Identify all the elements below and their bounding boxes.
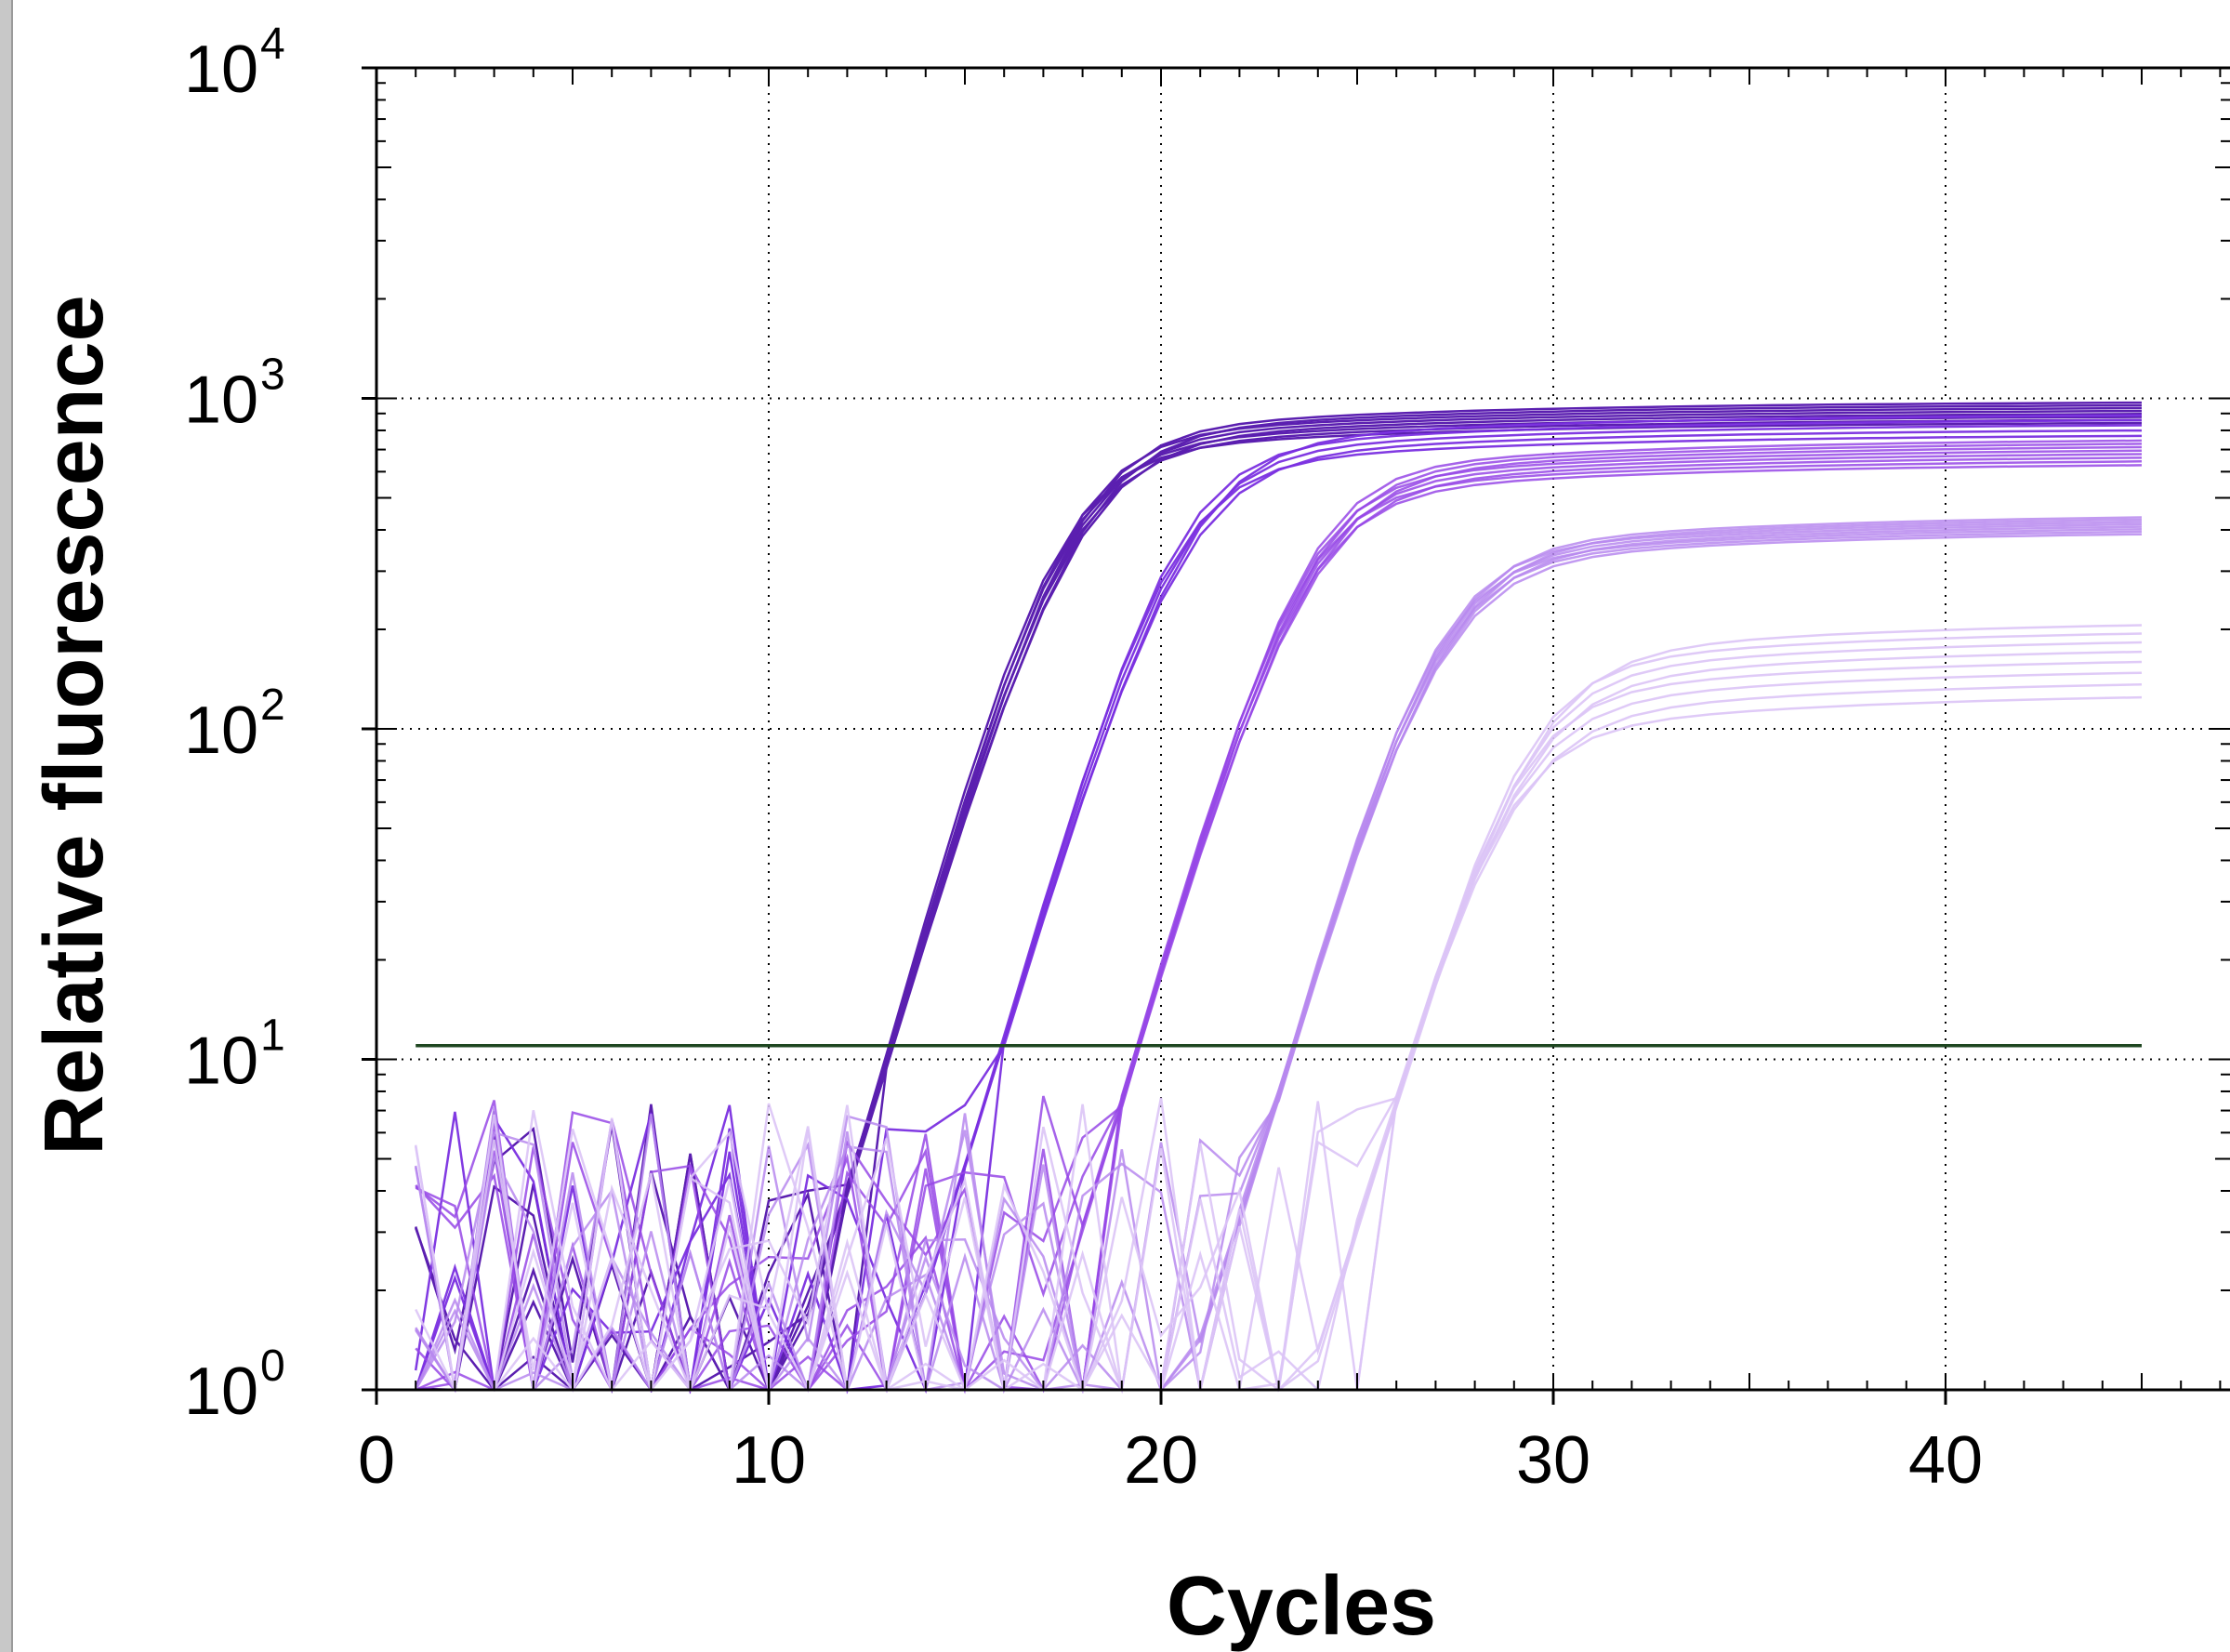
y-tick-label: 10	[184, 1355, 258, 1429]
amplification-curve	[416, 641, 2143, 1392]
amplification-curve	[414, 660, 2143, 1393]
y-tick-label: 10	[184, 363, 258, 438]
amplification-curve	[415, 406, 2143, 1392]
y-tick-exponent: 0	[260, 1341, 285, 1391]
x-tick-label: 0	[358, 1423, 395, 1498]
y-tick-label: 10	[184, 694, 258, 768]
amplification-curve	[416, 409, 2143, 1394]
y-tick-exponent: 2	[260, 681, 285, 730]
x-axis-title: Cycles	[1167, 1560, 1436, 1652]
y-tick-label: 10	[184, 33, 258, 107]
x-tick-label: 30	[1516, 1423, 1590, 1498]
x-tick-label: 20	[1124, 1423, 1198, 1498]
amplification-curve	[416, 413, 2143, 1394]
x-tick-label: 10	[732, 1423, 806, 1498]
y-tick-exponent: 4	[260, 20, 285, 69]
x-tick-label: 40	[1908, 1423, 1983, 1498]
window-border	[0, 0, 13, 1652]
y-axis-title: Relative fluorescence	[28, 295, 121, 1155]
amplification-curves	[414, 401, 2143, 1394]
y-tick-exponent: 3	[260, 350, 285, 400]
y-tick-exponent: 1	[260, 1011, 285, 1061]
amplification-curve	[415, 445, 2143, 1393]
amplification-curve	[415, 443, 2143, 1393]
amplification-curve	[415, 418, 2143, 1394]
minor-ticks	[376, 67, 2230, 1391]
y-tick-label: 10	[184, 1024, 258, 1099]
x-axis-ticks: 0 10 20 30 40	[358, 1390, 1983, 1498]
